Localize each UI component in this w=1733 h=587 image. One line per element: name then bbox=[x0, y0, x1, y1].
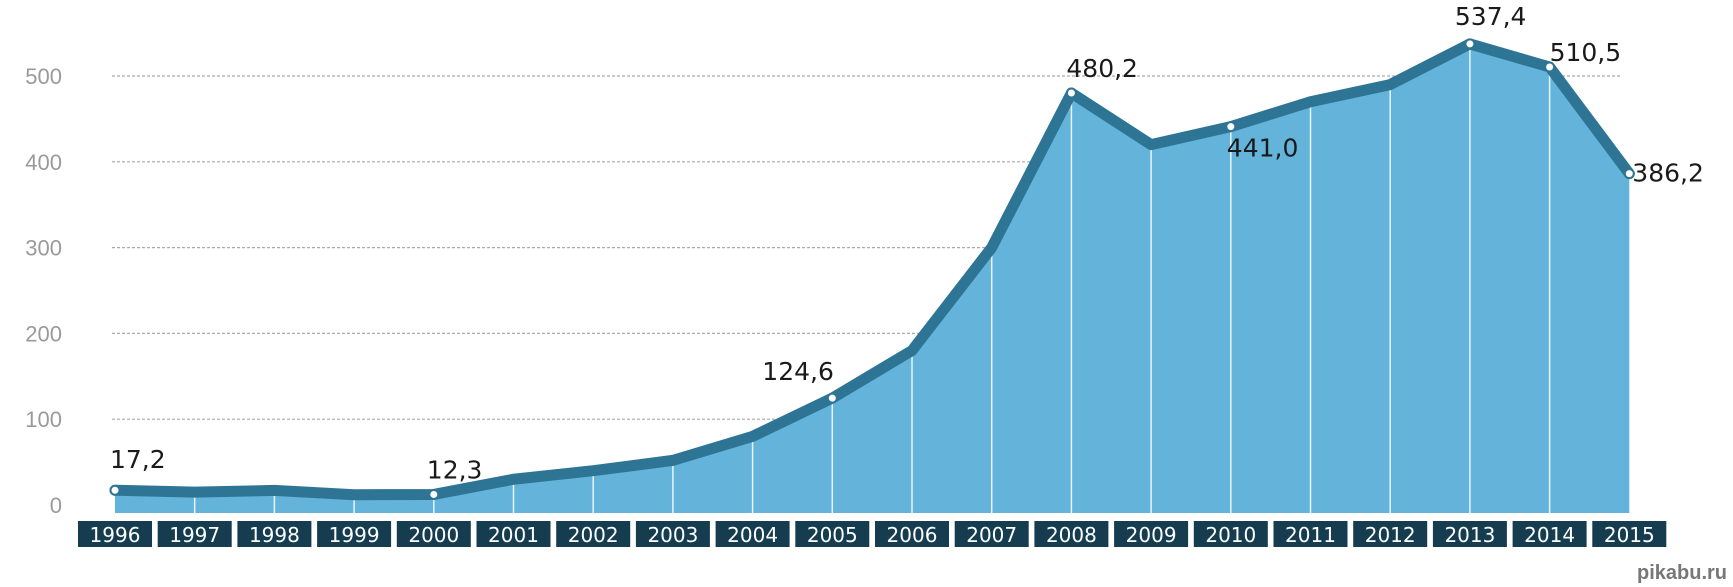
x-tick-box bbox=[476, 521, 551, 547]
watermark: pikabu.ru bbox=[1636, 562, 1727, 584]
y-tick-label: 400 bbox=[25, 150, 62, 175]
area-layer bbox=[115, 43, 1630, 514]
data-point-markers bbox=[109, 38, 1635, 500]
x-tick-label: 2010 bbox=[1205, 523, 1256, 547]
data-label: 17,2 bbox=[110, 445, 166, 474]
x-tick-label: 1996 bbox=[90, 523, 141, 547]
x-tick-label: 2012 bbox=[1365, 523, 1416, 547]
data-point-marker bbox=[1544, 61, 1556, 73]
x-tick-label: 2004 bbox=[727, 523, 778, 547]
x-tick-label-box: 2001 bbox=[476, 521, 551, 547]
x-tick-label: 2011 bbox=[1285, 523, 1336, 547]
y-tick-label: 100 bbox=[25, 407, 62, 432]
x-tick-label-box: 2003 bbox=[635, 521, 710, 547]
x-tick-box bbox=[1592, 521, 1667, 547]
data-point-marker bbox=[1464, 38, 1476, 50]
data-point-marker bbox=[1225, 121, 1237, 133]
series-line bbox=[109, 38, 1635, 501]
data-point-marker bbox=[109, 484, 121, 496]
x-tick-label-box: 2005 bbox=[795, 521, 870, 547]
x-axis-tick-labels: 1996 1997 1998 1999 2000 2001 2002 2003 2004 2005… bbox=[78, 521, 1667, 547]
x-tick-label: 2002 bbox=[568, 523, 619, 547]
data-label: 12,3 bbox=[427, 455, 483, 484]
x-tick-label-box: 2008 bbox=[1034, 521, 1109, 547]
x-tick-box bbox=[635, 521, 710, 547]
data-point-marker bbox=[826, 392, 838, 404]
data-point-marker bbox=[428, 488, 440, 500]
x-tick-label: 2008 bbox=[1046, 523, 1097, 547]
x-tick-label-box: 2010 bbox=[1193, 521, 1268, 547]
x-tick-box bbox=[396, 521, 471, 547]
data-point-marker bbox=[1623, 168, 1635, 180]
x-tick-box bbox=[954, 521, 1029, 547]
x-tick-box bbox=[1512, 521, 1587, 547]
x-tick-label-box: 2004 bbox=[715, 521, 790, 547]
x-tick-box bbox=[157, 521, 232, 547]
data-label: 537,4 bbox=[1455, 2, 1527, 31]
x-tick-label: 1998 bbox=[249, 523, 300, 547]
data-label: 510,5 bbox=[1550, 38, 1622, 67]
x-tick-box bbox=[1273, 521, 1348, 547]
x-tick-label-box: 2012 bbox=[1353, 521, 1428, 547]
x-tick-label: 1997 bbox=[169, 523, 220, 547]
y-axis-tick-labels: 0 100 200 300 400 500 bbox=[25, 64, 62, 518]
x-tick-box bbox=[317, 521, 392, 547]
x-tick-label: 2013 bbox=[1444, 523, 1495, 547]
data-label: 386,2 bbox=[1632, 159, 1704, 188]
x-tick-label: 2005 bbox=[807, 523, 858, 547]
x-tick-box bbox=[1432, 521, 1507, 547]
x-tick-label: 2003 bbox=[647, 523, 698, 547]
x-tick-label-box: 1998 bbox=[237, 521, 312, 547]
x-tick-label-box: 1999 bbox=[317, 521, 392, 547]
x-tick-label-box: 2015 bbox=[1592, 521, 1667, 547]
x-tick-label: 2006 bbox=[887, 523, 938, 547]
x-tick-label: 2007 bbox=[966, 523, 1017, 547]
x-tick-label-box: 2014 bbox=[1512, 521, 1587, 547]
x-tick-box bbox=[1353, 521, 1428, 547]
x-tick-box bbox=[1193, 521, 1268, 547]
vertical-lines bbox=[193, 43, 1551, 513]
y-tick-label: 0 bbox=[50, 493, 62, 518]
line-layer bbox=[109, 38, 1635, 501]
x-tick-label-box: 2006 bbox=[875, 521, 949, 547]
x-tick-box bbox=[78, 521, 152, 547]
x-tick-box bbox=[1114, 521, 1189, 547]
y-tick-label: 500 bbox=[25, 64, 62, 89]
area-fill bbox=[115, 43, 1630, 514]
x-tick-box bbox=[556, 521, 631, 547]
x-tick-box bbox=[237, 521, 312, 547]
y-tick-label: 300 bbox=[25, 236, 62, 261]
x-tick-label-box: 2002 bbox=[556, 521, 631, 547]
x-tick-label-box: 1996 bbox=[78, 521, 152, 547]
x-tick-label: 2001 bbox=[488, 523, 539, 547]
x-tick-label-box: 2000 bbox=[396, 521, 471, 547]
x-tick-label: 1999 bbox=[329, 523, 380, 547]
x-tick-label: 2000 bbox=[408, 523, 459, 547]
x-tick-label-box: 1997 bbox=[157, 521, 232, 547]
data-point-marker bbox=[1065, 87, 1077, 99]
y-tick-label: 200 bbox=[25, 321, 62, 346]
x-tick-label: 2009 bbox=[1126, 523, 1177, 547]
x-tick-box bbox=[715, 521, 790, 547]
data-label: 441,0 bbox=[1227, 134, 1299, 163]
x-tick-label-box: 2011 bbox=[1273, 521, 1348, 547]
x-tick-box bbox=[795, 521, 870, 547]
data-label: 124,6 bbox=[762, 357, 834, 386]
x-tick-label-box: 2007 bbox=[954, 521, 1029, 547]
data-label: 480,2 bbox=[1066, 54, 1138, 83]
x-tick-label: 2014 bbox=[1524, 523, 1575, 547]
x-tick-box bbox=[1034, 521, 1109, 547]
x-tick-box bbox=[875, 521, 949, 547]
x-tick-label-box: 2013 bbox=[1432, 521, 1507, 547]
data-labels: 17,2 12,3 124,6 480,2 441,0 537,4 510,5 386,2 bbox=[110, 2, 1704, 485]
x-tick-label-box: 2009 bbox=[1114, 521, 1189, 547]
x-tick-label: 2015 bbox=[1604, 523, 1655, 547]
